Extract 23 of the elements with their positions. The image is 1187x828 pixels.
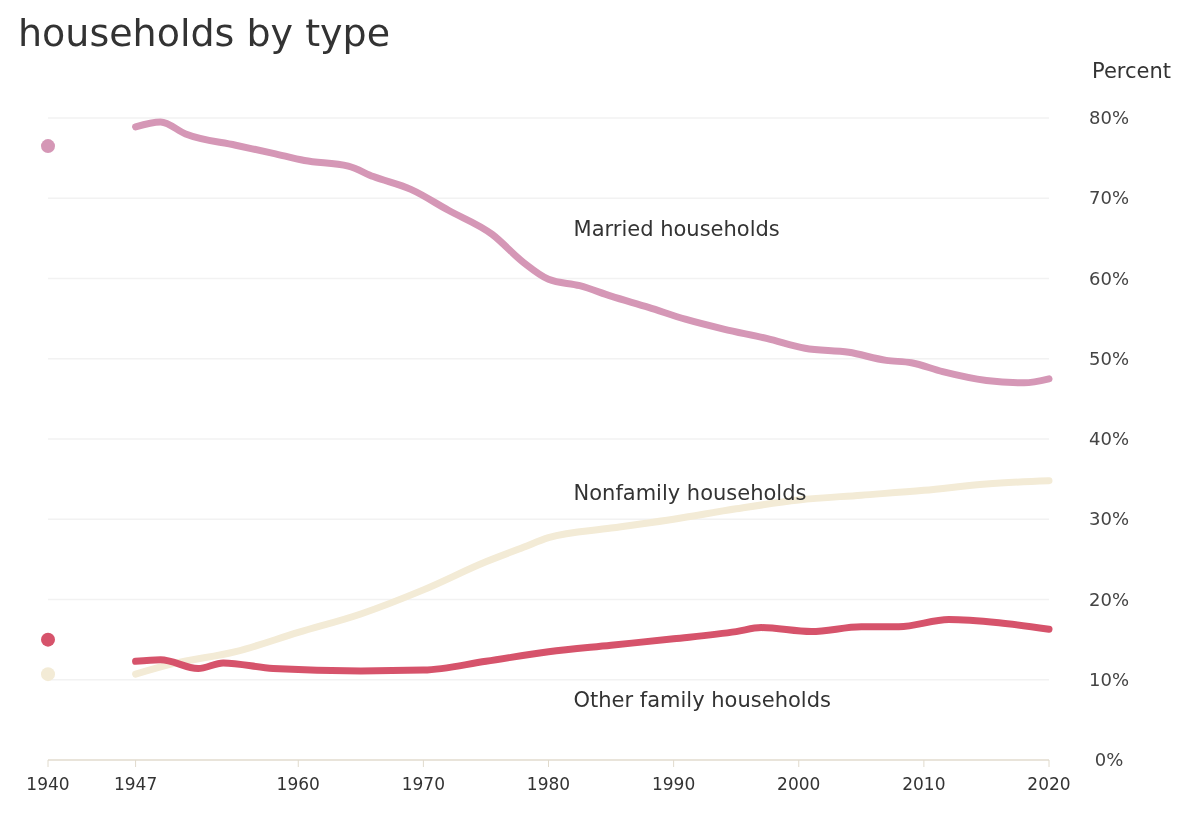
y-tick-label: 20% bbox=[1088, 588, 1130, 610]
x-tick-label: 2010 bbox=[902, 774, 946, 794]
series-label: Other family households bbox=[573, 688, 831, 713]
x-tick-label: 2020 bbox=[1027, 774, 1071, 794]
x-tick-label: 1960 bbox=[276, 774, 320, 794]
y-tick-label: 40% bbox=[1088, 428, 1130, 449]
series-label: Nonfamily households bbox=[573, 481, 807, 506]
y-tick-label: 10% bbox=[1088, 668, 1130, 690]
x-tick-label: 1980 bbox=[526, 774, 571, 794]
x-tick-label: 1970 bbox=[401, 774, 446, 794]
y-tick-label: 80% bbox=[1088, 107, 1130, 128]
chart-title: households by type bbox=[18, 11, 391, 55]
x-tick-label: 1947 bbox=[113, 774, 158, 794]
x-tick-label: 2000 bbox=[777, 774, 821, 794]
y-tick-label: 70% bbox=[1088, 187, 1130, 209]
x-tick-label: 1940 bbox=[26, 774, 70, 794]
y-tick-label: 30% bbox=[1088, 508, 1130, 530]
y-tick-label: 0% bbox=[1094, 749, 1124, 770]
x-tick-label: 1990 bbox=[651, 774, 696, 794]
text: Married households bbox=[573, 216, 780, 241]
y-axis-title: Percent bbox=[1091, 59, 1171, 83]
y-tick-label: 50% bbox=[1088, 347, 1130, 369]
y-tick-label: 60% bbox=[1088, 267, 1130, 289]
